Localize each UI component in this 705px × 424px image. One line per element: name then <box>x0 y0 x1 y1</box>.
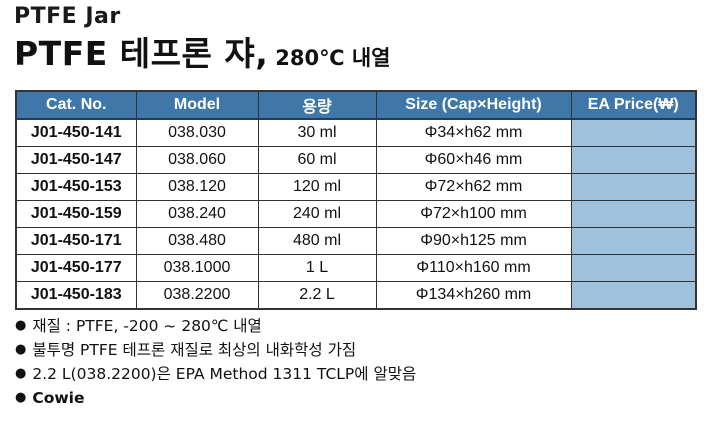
price-cell <box>570 146 697 174</box>
bullet-icon: ● <box>15 390 27 405</box>
capacity-cell: 480 ml <box>257 227 377 255</box>
bullet-icon: ● <box>15 342 27 357</box>
note-item: ● 2.2 L(038.2200)은 EPA Method 1311 TCLP에… <box>15 362 416 386</box>
column-header-price: EA Price(₩) <box>570 90 697 120</box>
table-row: J01-450-147 038.060 60 ml Φ60×h46 mm <box>15 146 697 174</box>
product-title: PTFE 테프론 쟈, <box>14 34 269 73</box>
capacity-cell: 240 ml <box>257 200 377 228</box>
size-cell: Φ60×h46 mm <box>375 146 572 174</box>
cat-no-cell: J01-450-141 <box>15 118 137 147</box>
price-cell <box>570 281 697 310</box>
cat-no-cell: J01-450-183 <box>15 281 137 310</box>
notes-list: ● 재질 : PTFE, -200 ~ 280℃ 내열 ● 불투명 PTFE 테… <box>15 314 416 410</box>
capacity-cell: 60 ml <box>257 146 377 174</box>
table-row: J01-450-177 038.1000 1 L Φ110×h160 mm <box>15 254 697 282</box>
column-header-capacity: 용량 <box>257 90 377 120</box>
table-row: J01-450-141 038.030 30 ml Φ34×h62 mm <box>15 118 697 147</box>
size-cell: Φ110×h160 mm <box>375 254 572 282</box>
model-cell: 038.1000 <box>135 254 259 282</box>
capacity-cell: 120 ml <box>257 173 377 201</box>
table-row: J01-450-183 038.2200 2.2 L Φ134×h260 mm <box>15 281 697 310</box>
cat-no-cell: J01-450-171 <box>15 227 137 255</box>
size-cell: Φ72×h100 mm <box>375 200 572 228</box>
brand-name: Cowie <box>32 389 85 407</box>
capacity-cell: 1 L <box>257 254 377 282</box>
cat-no-cell: J01-450-177 <box>15 254 137 282</box>
note-item: ● 불투명 PTFE 테프론 재질로 최상의 내화학성 가짐 <box>15 338 416 362</box>
model-cell: 038.060 <box>135 146 259 174</box>
price-cell <box>570 118 697 147</box>
model-cell: 038.480 <box>135 227 259 255</box>
cat-no-cell: J01-450-153 <box>15 173 137 201</box>
table-row: J01-450-153 038.120 120 ml Φ72×h62 mm <box>15 173 697 201</box>
price-cell <box>570 200 697 228</box>
model-cell: 038.240 <box>135 200 259 228</box>
bullet-icon: ● <box>15 366 27 381</box>
price-cell <box>570 254 697 282</box>
capacity-cell: 2.2 L <box>257 281 377 310</box>
product-title-suffix: 280℃ 내열 <box>275 46 391 70</box>
spec-table: Cat. No. Model 용량 Size (Cap×Height) EA P… <box>15 90 697 310</box>
size-cell: Φ134×h260 mm <box>375 281 572 310</box>
table-row: J01-450-171 038.480 480 ml Φ90×h125 mm <box>15 227 697 255</box>
note-text: 재질 : PTFE, -200 ~ 280℃ 내열 <box>32 317 262 335</box>
size-cell: Φ90×h125 mm <box>375 227 572 255</box>
cat-no-cell: J01-450-159 <box>15 200 137 228</box>
note-text: 불투명 PTFE 테프론 재질로 최상의 내화학성 가짐 <box>32 341 357 359</box>
size-cell: Φ72×h62 mm <box>375 173 572 201</box>
table-header-row: Cat. No. Model 용량 Size (Cap×Height) EA P… <box>15 90 697 120</box>
price-cell <box>570 227 697 255</box>
column-header-cat-no: Cat. No. <box>15 90 137 120</box>
note-item-brand: ● Cowie <box>15 386 416 410</box>
model-cell: 038.2200 <box>135 281 259 310</box>
column-header-model: Model <box>135 90 259 120</box>
table-row: J01-450-159 038.240 240 ml Φ72×h100 mm <box>15 200 697 228</box>
cat-no-cell: J01-450-147 <box>15 146 137 174</box>
model-cell: 038.030 <box>135 118 259 147</box>
note-text: 2.2 L(038.2200)은 EPA Method 1311 TCLP에 알… <box>32 365 417 383</box>
column-header-size: Size (Cap×Height) <box>375 90 572 120</box>
page-header: PTFE Jar PTFE 테프론 쟈, 280℃ 내열 <box>14 2 390 75</box>
title-row: PTFE 테프론 쟈, 280℃ 내열 <box>14 33 390 75</box>
bullet-icon: ● <box>15 318 27 333</box>
note-item: ● 재질 : PTFE, -200 ~ 280℃ 내열 <box>15 314 416 338</box>
model-cell: 038.120 <box>135 173 259 201</box>
product-subtitle: PTFE Jar <box>14 4 121 29</box>
price-cell <box>570 173 697 201</box>
size-cell: Φ34×h62 mm <box>375 118 572 147</box>
capacity-cell: 30 ml <box>257 118 377 147</box>
